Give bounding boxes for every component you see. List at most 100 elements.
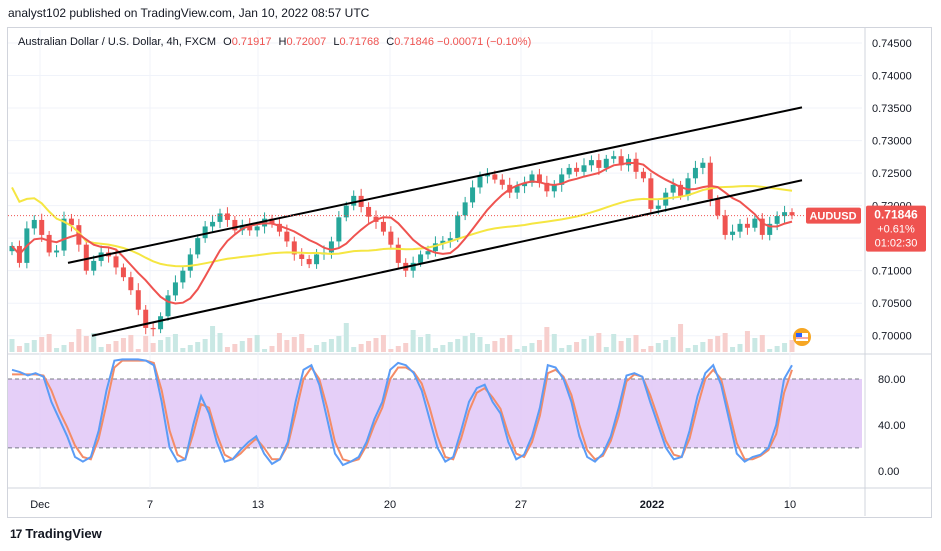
candle-body — [499, 179, 505, 185]
volume-bar — [239, 341, 245, 352]
candle-body — [217, 213, 223, 222]
volume-bar — [722, 333, 728, 352]
candle-body — [46, 234, 52, 253]
candle-body — [544, 182, 550, 192]
stoch-k-line — [11, 358, 793, 467]
volume-bar — [730, 347, 736, 352]
stoch-tick-label: 40.00 — [878, 420, 906, 432]
volume-bar — [566, 345, 572, 352]
candle-body — [707, 162, 713, 200]
volume-bar — [462, 336, 468, 352]
volume-bar — [351, 347, 357, 352]
time-tick-label: 2022 — [640, 499, 664, 511]
volume-bar — [603, 347, 609, 352]
volume-bar — [574, 342, 580, 352]
volume-bar — [692, 345, 698, 352]
candle-body — [477, 176, 483, 188]
candle-body — [774, 216, 780, 224]
price-tick-label: 0.74500 — [872, 38, 912, 50]
price-badge-price: 0.71846 — [874, 208, 918, 222]
candle-body — [730, 231, 736, 235]
volume-bar — [321, 342, 327, 352]
legend-open: 0.71917 — [231, 36, 272, 48]
volume-bar — [744, 331, 750, 352]
volume-bar — [395, 346, 401, 352]
volume-bar — [403, 343, 409, 352]
volume-bar — [31, 340, 37, 352]
price-badge-countdown: 01:02:30 — [875, 238, 918, 250]
price-badge: AUDUSD 0.71846 +0.61% 01:02:30 — [793, 205, 926, 346]
legend-high: 0.72007 — [286, 36, 327, 48]
candle-body — [581, 165, 587, 172]
legend-low-label: L — [333, 36, 340, 48]
volume-bar — [655, 343, 661, 352]
stoch-tick-label: 80.00 — [878, 374, 906, 386]
volume-bar — [455, 339, 461, 352]
volume-bar — [276, 333, 282, 352]
candle-body — [536, 174, 542, 183]
publisher-line: analyst102 published on TradingView.com,… — [8, 6, 370, 20]
candle-body — [462, 202, 468, 216]
candle-body — [782, 212, 788, 217]
volume-bar — [507, 335, 513, 352]
volume-bar — [150, 343, 156, 352]
volume-bar — [618, 341, 624, 352]
candle-body — [39, 219, 45, 235]
chart-frame[interactable] — [7, 27, 932, 518]
candle-body — [291, 241, 297, 255]
volume-bar — [648, 346, 654, 352]
candle-body — [395, 244, 401, 263]
volume-bar — [217, 333, 223, 352]
legend-close-label: C — [386, 36, 395, 48]
volume-bar — [678, 324, 684, 352]
candle-body — [113, 256, 119, 268]
volume-bar — [663, 340, 669, 352]
volume-bar — [611, 334, 617, 352]
volume-bar — [551, 334, 557, 352]
volume-bar — [232, 344, 238, 352]
tradingview-icon: 17 — [10, 526, 22, 541]
volume-bar — [158, 340, 164, 352]
candles — [9, 149, 795, 337]
candle-body — [700, 162, 706, 168]
volume-bar — [9, 339, 15, 352]
candle-body — [551, 184, 557, 192]
volume-bar — [470, 333, 476, 352]
candle-body — [447, 238, 453, 241]
candle-body — [54, 250, 60, 253]
candle-body — [574, 167, 580, 172]
channel-lower-line — [91, 179, 803, 337]
candle-body — [232, 219, 238, 231]
candle-body — [276, 223, 282, 232]
stoch-tick-label: 0.00 — [878, 466, 899, 478]
volume-bar — [440, 345, 446, 352]
tradingview-logo[interactable]: 17 TradingView — [10, 526, 102, 541]
candle-body — [83, 244, 89, 271]
fast-moving-average — [11, 162, 793, 305]
candle-body — [314, 254, 320, 265]
candle-body — [470, 187, 476, 203]
volume-bar — [774, 346, 780, 352]
candle-body — [596, 160, 602, 168]
volume-bar — [343, 323, 349, 352]
volume-bar — [128, 335, 134, 352]
ticker-badge — [806, 207, 861, 224]
legend-close: 0.71846 — [394, 36, 434, 48]
legend-low: 0.71768 — [339, 36, 380, 48]
candle-body — [678, 184, 684, 196]
candle-body — [9, 245, 15, 252]
candle-body — [611, 156, 617, 159]
candle-body — [484, 174, 490, 177]
volume-bar — [418, 337, 424, 352]
candle-body — [224, 213, 230, 220]
trend-channel — [8, 106, 862, 337]
volume-bar — [143, 336, 149, 352]
volume-bar — [113, 341, 119, 352]
volume-bar — [559, 348, 565, 352]
candle-body — [432, 243, 438, 252]
candle-body — [603, 158, 609, 168]
volume-bar — [187, 345, 193, 352]
volume-bar — [358, 344, 364, 352]
volume-bar — [373, 338, 379, 352]
